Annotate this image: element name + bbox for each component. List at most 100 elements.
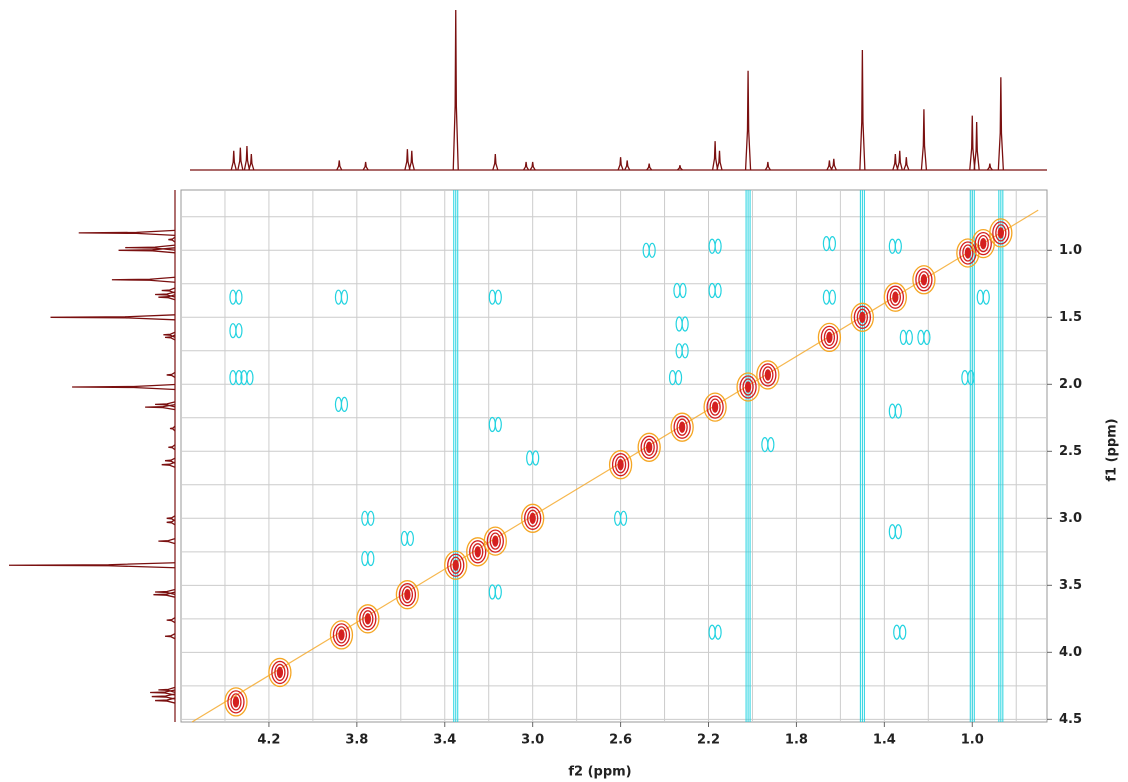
peak-contour xyxy=(398,583,417,607)
peak-contour xyxy=(744,381,752,393)
peak-contour xyxy=(444,550,468,580)
diagonal-peak xyxy=(329,620,354,650)
cross-peak-contour xyxy=(367,510,375,526)
cross-peak-contour xyxy=(708,238,716,254)
cross-peak xyxy=(675,343,689,359)
cross-peak xyxy=(888,238,902,254)
cross-peak xyxy=(708,282,722,299)
cross-peak-contour xyxy=(967,370,975,386)
top-projection-peak xyxy=(523,161,530,171)
cross-peak-contour xyxy=(340,289,349,305)
cross-peak xyxy=(488,289,502,305)
cross-peak-contour xyxy=(340,396,349,413)
left-projection-peak xyxy=(8,562,176,569)
cross-peak-contour xyxy=(367,550,375,567)
cross-peak-contour xyxy=(714,624,722,640)
peak-contour xyxy=(611,453,630,477)
top-projection-peak xyxy=(764,161,771,171)
diagonal-peak xyxy=(971,228,995,259)
left-projection-peak xyxy=(155,697,176,704)
peak-contour xyxy=(764,369,772,381)
peak-contour xyxy=(889,288,901,306)
cross-peak xyxy=(334,396,349,413)
peak-contour xyxy=(271,660,289,685)
cross-peak xyxy=(526,450,540,466)
cross-peak-contour xyxy=(899,624,907,640)
left-projection-peak xyxy=(150,689,176,696)
top-projection-peak xyxy=(969,115,976,171)
peak-contour xyxy=(450,556,462,574)
peak-contour xyxy=(646,441,653,453)
cross-peak xyxy=(642,242,656,258)
cross-peak-contour xyxy=(681,343,689,359)
diagonal-peak xyxy=(444,550,468,580)
left-projection-peak xyxy=(155,588,176,596)
cross-peak-contour xyxy=(982,289,990,305)
x-tick-label: 3.4 xyxy=(433,733,456,748)
cross-peak-contour xyxy=(648,242,656,258)
cross-peak xyxy=(361,510,375,526)
peak-contour xyxy=(673,415,691,439)
peak-contour xyxy=(859,311,866,323)
cross-peak-contour xyxy=(888,403,896,419)
cross-peak-contour xyxy=(406,530,414,547)
top-projection-peak xyxy=(617,157,624,171)
cross-peak-contour xyxy=(334,396,343,413)
x-tick-label: 3.0 xyxy=(521,733,544,748)
diagonal-peak xyxy=(483,526,507,556)
diagonal-peak xyxy=(703,392,727,422)
left-projection-peak xyxy=(50,314,176,321)
cross-peak-contour xyxy=(822,289,831,305)
cross-peak-contour xyxy=(894,238,902,254)
cross-peak xyxy=(708,624,722,640)
top-projection-peak xyxy=(903,157,910,171)
cross-peak xyxy=(673,282,687,299)
left-projection-peak xyxy=(111,276,176,283)
left-projection-peak xyxy=(168,444,176,451)
cross-peak-contour xyxy=(526,450,534,466)
grid xyxy=(181,190,1047,722)
left-projection-peak xyxy=(158,537,176,545)
diagonal-peak xyxy=(736,372,760,402)
cross-peak-contour xyxy=(488,416,496,433)
peak-contour xyxy=(395,580,420,610)
y-tick-label: 3.5 xyxy=(1059,578,1082,593)
y-tick-label: 1.0 xyxy=(1059,243,1082,258)
y-tick-label: 4.5 xyxy=(1059,712,1082,727)
diagonal-peak xyxy=(912,265,936,295)
x-tick-label: 4.2 xyxy=(257,733,280,748)
cross-peak-contour xyxy=(961,370,969,386)
peak-contour xyxy=(826,331,833,344)
top-projection-peak xyxy=(452,9,459,171)
peak-contour xyxy=(401,586,414,604)
t1-streak xyxy=(969,190,975,722)
peak-contour xyxy=(527,509,539,527)
peak-contour xyxy=(995,224,1007,242)
cross-peak xyxy=(229,370,243,386)
cross-peak-contour xyxy=(828,289,837,305)
cross-peak xyxy=(488,584,502,600)
peak-contour xyxy=(980,237,987,250)
cross-peak-contour xyxy=(905,329,913,346)
peak-contour xyxy=(474,546,481,558)
peak-contour xyxy=(338,629,345,641)
diagonal-peak xyxy=(224,687,248,717)
peak-contour xyxy=(920,274,928,286)
peak-contour xyxy=(762,366,774,384)
cross-peak-contour xyxy=(229,289,237,305)
cross-peak-contour xyxy=(229,323,237,339)
cross-peak-contour xyxy=(899,329,907,346)
peak-contour xyxy=(529,512,536,524)
left-projection-peak xyxy=(155,291,176,298)
top-projection-peak xyxy=(492,153,499,171)
cross-peak xyxy=(334,289,349,305)
peak-contour xyxy=(886,285,904,309)
peak-contour xyxy=(227,690,245,714)
peak-contour xyxy=(703,392,727,422)
peak-contour xyxy=(706,395,724,419)
top-projection-peak xyxy=(826,160,833,171)
left-projection-peak xyxy=(72,383,176,391)
cross-peak-contour xyxy=(822,236,831,252)
cross-peak xyxy=(240,370,254,386)
